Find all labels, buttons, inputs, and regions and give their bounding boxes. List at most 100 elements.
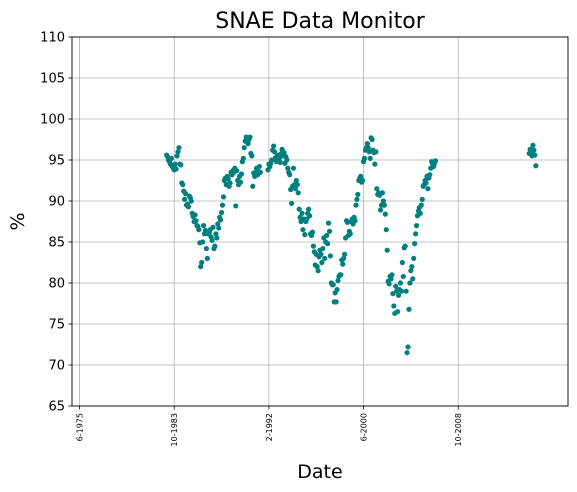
data-point bbox=[247, 134, 253, 140]
data-point bbox=[290, 165, 297, 171]
data-point bbox=[412, 241, 418, 247]
y-tick-label: 70 bbox=[48, 359, 65, 374]
data-point bbox=[314, 264, 320, 270]
data-point bbox=[302, 232, 308, 238]
data-point bbox=[389, 272, 395, 278]
data-point bbox=[203, 245, 210, 252]
data-point bbox=[182, 196, 188, 202]
y-tick-label: 105 bbox=[40, 72, 65, 87]
data-point bbox=[530, 142, 536, 148]
data-point bbox=[287, 172, 293, 178]
data-point bbox=[245, 141, 251, 147]
data-point bbox=[418, 202, 424, 208]
data-point bbox=[406, 306, 412, 312]
data-point bbox=[364, 141, 370, 147]
data-point bbox=[299, 210, 305, 216]
data-point bbox=[395, 292, 402, 298]
data-point bbox=[330, 282, 336, 288]
y-tick-label: 80 bbox=[48, 277, 65, 292]
data-point bbox=[353, 202, 359, 208]
data-point bbox=[413, 223, 420, 229]
data-point bbox=[413, 231, 419, 237]
data-point bbox=[238, 171, 245, 177]
data-point bbox=[269, 157, 275, 163]
data-point bbox=[185, 204, 192, 210]
data-point bbox=[271, 143, 277, 149]
y-axis-ticks: 65 70 75 80 85 90 95 100 105 110 bbox=[40, 31, 72, 415]
data-point bbox=[347, 231, 353, 237]
data-point bbox=[423, 180, 429, 186]
data-point bbox=[233, 203, 239, 209]
data-point bbox=[310, 243, 316, 249]
data-point bbox=[294, 182, 300, 188]
data-point bbox=[289, 200, 295, 207]
data-point bbox=[210, 224, 216, 230]
data-point bbox=[419, 196, 425, 202]
data-point bbox=[397, 280, 404, 286]
data-point bbox=[372, 161, 378, 167]
data-point bbox=[318, 251, 324, 257]
data-point bbox=[204, 255, 210, 261]
data-point bbox=[241, 145, 247, 151]
data-point bbox=[218, 217, 224, 223]
y-tick-label: 65 bbox=[48, 400, 65, 415]
data-point bbox=[361, 155, 368, 161]
data-point bbox=[386, 281, 392, 287]
chart-title: SNAE Data Monitor bbox=[215, 9, 425, 34]
x-tick-label: 6-2000 bbox=[360, 413, 369, 441]
y-axis-label: % bbox=[7, 212, 29, 230]
y-tick-label: 110 bbox=[40, 31, 65, 46]
data-point bbox=[377, 207, 384, 213]
data-point bbox=[234, 168, 240, 174]
data-point bbox=[315, 268, 321, 274]
data-point bbox=[306, 206, 312, 212]
data-point bbox=[284, 157, 290, 163]
y-tick-label: 100 bbox=[40, 113, 65, 128]
data-point bbox=[358, 173, 364, 179]
data-point bbox=[193, 218, 199, 224]
data-point bbox=[200, 239, 206, 245]
data-point bbox=[227, 180, 233, 186]
data-point bbox=[293, 177, 299, 184]
data-point bbox=[335, 277, 341, 284]
data-point bbox=[178, 162, 184, 168]
y-tick-label: 95 bbox=[48, 154, 65, 169]
data-point bbox=[427, 172, 433, 178]
data-point bbox=[367, 155, 373, 161]
x-tick-label: 10-1983 bbox=[170, 413, 179, 446]
data-point bbox=[220, 194, 227, 200]
data-point bbox=[354, 196, 360, 202]
data-point bbox=[388, 276, 394, 282]
data-point bbox=[309, 229, 316, 235]
x-axis-ticks: 6-1975 10-1983 2-1992 6-2000 10-2008 bbox=[76, 406, 463, 446]
data-point bbox=[292, 186, 298, 192]
data-point bbox=[173, 166, 179, 172]
data-point bbox=[199, 259, 205, 266]
x-tick-label: 2-1992 bbox=[265, 413, 274, 441]
data-point bbox=[380, 198, 387, 204]
data-point bbox=[533, 163, 539, 169]
y-tick-label: 75 bbox=[48, 318, 65, 333]
data-point bbox=[240, 155, 246, 161]
data-point bbox=[360, 177, 366, 184]
data-point bbox=[390, 291, 396, 297]
data-point bbox=[324, 232, 330, 239]
data-point bbox=[405, 344, 411, 350]
data-point bbox=[295, 190, 301, 196]
data-point bbox=[174, 153, 180, 159]
data-point bbox=[325, 220, 332, 226]
data-point bbox=[285, 165, 291, 171]
plot-frame bbox=[71, 36, 569, 407]
data-point bbox=[391, 303, 397, 309]
data-point bbox=[327, 253, 334, 259]
data-point bbox=[333, 299, 339, 305]
y-tick-label: 90 bbox=[48, 195, 65, 210]
data-point bbox=[417, 210, 423, 216]
data-point bbox=[180, 182, 186, 188]
data-point bbox=[334, 286, 340, 293]
data-point bbox=[281, 150, 287, 156]
data-point bbox=[365, 145, 371, 151]
x-tick-label: 6-1975 bbox=[76, 413, 85, 441]
